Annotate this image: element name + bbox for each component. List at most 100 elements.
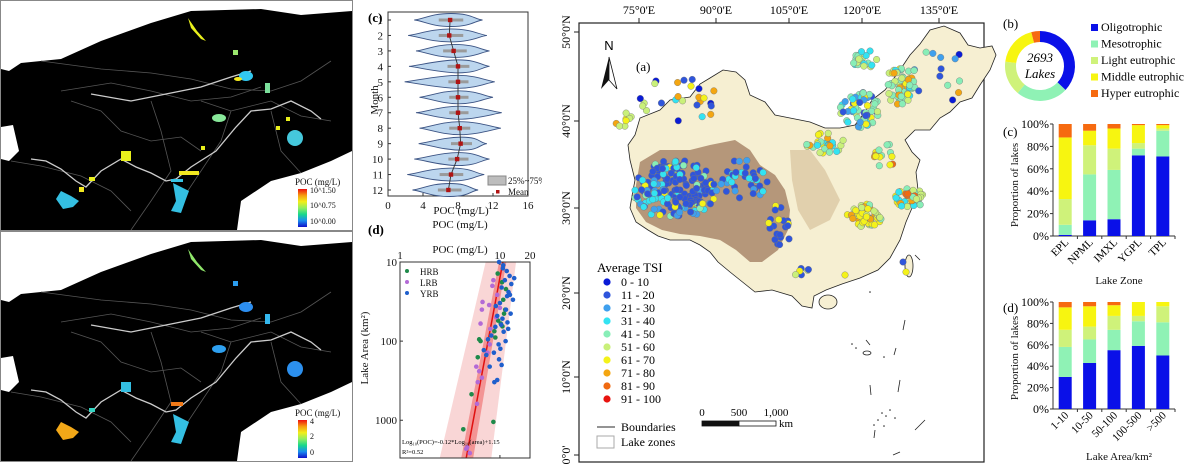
mean-marker bbox=[451, 48, 456, 54]
lake-point bbox=[849, 95, 857, 103]
hainan-island bbox=[818, 294, 838, 310]
scale-unit: km bbox=[779, 418, 794, 430]
outside-region bbox=[1, 232, 352, 302]
lake-point bbox=[857, 48, 865, 56]
lake-point bbox=[890, 69, 898, 77]
lake-point bbox=[858, 204, 866, 212]
scatter-point-yrb bbox=[483, 352, 489, 358]
lon-tick-label: 135°0'E bbox=[920, 3, 958, 17]
lake-point bbox=[898, 100, 906, 108]
lake-point bbox=[700, 94, 708, 102]
bar-segment-middle-eutrophic bbox=[1131, 302, 1145, 316]
lake-point bbox=[816, 149, 824, 157]
scatter-point-lrb bbox=[473, 364, 479, 369]
bar-segment-hyper-eutrophic bbox=[1156, 124, 1170, 126]
y-tick-label: 40% bbox=[1027, 184, 1049, 198]
lake-point bbox=[640, 203, 648, 211]
y-tick-label: 2 bbox=[378, 30, 384, 42]
lake-point bbox=[884, 81, 892, 89]
lake-point bbox=[844, 118, 852, 126]
lake-point bbox=[731, 187, 739, 195]
scale-bar: 0 500 1,000 km bbox=[699, 407, 793, 430]
legend-label: 31 - 40 bbox=[621, 314, 655, 328]
legend-marker bbox=[603, 395, 611, 403]
scatter-point-yrb bbox=[493, 303, 499, 309]
legend-label: 0 - 10 bbox=[621, 275, 649, 289]
lake-point bbox=[759, 187, 767, 195]
y-tick-label: 100% bbox=[1021, 117, 1049, 131]
scatter-point-lrb bbox=[467, 450, 473, 456]
y-tick-label: 8 bbox=[378, 123, 384, 135]
scatter-point-lrb bbox=[479, 307, 485, 312]
scatter-point-yrb bbox=[494, 377, 500, 383]
bar-segment-middle-eutrophic bbox=[1083, 306, 1097, 327]
lake-point bbox=[671, 157, 679, 165]
scatter-point-lrb bbox=[486, 302, 492, 308]
legend-marker bbox=[405, 280, 409, 284]
lake-point bbox=[649, 196, 657, 204]
lake-point bbox=[695, 85, 703, 93]
lake-point bbox=[841, 271, 849, 279]
scatter-point-yrb bbox=[499, 362, 504, 368]
bar-segment-light-eutrophic bbox=[1058, 329, 1072, 347]
y-tick-label: 100 bbox=[381, 336, 398, 348]
lake-point bbox=[785, 235, 793, 243]
lake-point bbox=[751, 175, 759, 183]
mean-marker bbox=[447, 17, 453, 23]
panel-label: (d) bbox=[368, 222, 384, 237]
scatter-point-yrb bbox=[507, 292, 513, 298]
legend-marker bbox=[603, 291, 611, 299]
panel-label-mean: (a) Mean bbox=[9, 5, 60, 20]
lake-point bbox=[749, 190, 757, 198]
r-squared: R²=0.52 bbox=[402, 449, 423, 456]
donut-slice-hyper-eutrophic bbox=[1031, 31, 1040, 43]
lake-point bbox=[888, 153, 896, 161]
legend-marker bbox=[603, 330, 611, 338]
legend-marker bbox=[603, 304, 611, 312]
scatter-point-yrb bbox=[505, 320, 510, 325]
y-tick-label: 100% bbox=[1021, 295, 1049, 309]
x-axis-title: POC (mg/L) bbox=[432, 244, 488, 256]
y-tick-label: 3 bbox=[378, 46, 384, 58]
bar-segment-oligotrophic bbox=[1107, 350, 1121, 409]
map-poc-mean: (a) Mean POC (mg/L) 10^1.50 10^0.75 10^0… bbox=[0, 0, 353, 231]
highland-terrain bbox=[790, 150, 840, 230]
y-tick-label: 0% bbox=[1033, 402, 1049, 416]
lake-point bbox=[895, 188, 903, 196]
bar-segment-oligotrophic bbox=[1058, 376, 1072, 409]
lake-point bbox=[898, 202, 906, 210]
panel-label-std: (b) STD bbox=[9, 236, 54, 251]
lake-point bbox=[852, 206, 860, 214]
scatter-point-yrb bbox=[501, 329, 506, 334]
scatter-point-lrb bbox=[491, 277, 496, 283]
lake-point bbox=[650, 180, 658, 188]
lake-point bbox=[735, 194, 743, 202]
lake-point bbox=[955, 89, 963, 97]
y-axis-title: Proportion of lakes bbox=[1009, 143, 1021, 227]
legend-swatch bbox=[1091, 90, 1098, 97]
x-tick-label: IMXL bbox=[1092, 236, 1121, 265]
bar-segment-light-eutrophic bbox=[1083, 326, 1097, 340]
lake-point bbox=[728, 178, 736, 186]
bar-segment-mesotrophic bbox=[1107, 329, 1121, 351]
y-tick-label: 1 bbox=[378, 15, 384, 27]
lake-point bbox=[697, 174, 705, 182]
scatter-point-yrb bbox=[498, 346, 503, 352]
lake-point bbox=[660, 187, 668, 195]
lake-point bbox=[710, 87, 718, 95]
tsi-map: 75°0'E 90°0'E 105°0'E 120°0'E 135°0'E 50°0'N 4… bbox=[559, 3, 997, 464]
legend-label: 51 - 60 bbox=[621, 340, 655, 354]
lake-point bbox=[680, 161, 688, 169]
bar-segment-oligotrophic bbox=[1156, 355, 1170, 409]
lon-tick-label: 75°0'E bbox=[623, 3, 655, 17]
lake-point bbox=[863, 102, 871, 110]
lake-point bbox=[860, 62, 868, 70]
legend-marker bbox=[603, 369, 611, 377]
bar-segment-middle-eutrophic bbox=[1156, 302, 1170, 307]
lake-point bbox=[687, 208, 695, 216]
legend-marker bbox=[603, 317, 611, 325]
scatter-point-yrb bbox=[510, 297, 516, 303]
legend-swatch bbox=[1091, 24, 1098, 31]
lake-point bbox=[804, 266, 812, 274]
lake-point bbox=[676, 176, 684, 184]
